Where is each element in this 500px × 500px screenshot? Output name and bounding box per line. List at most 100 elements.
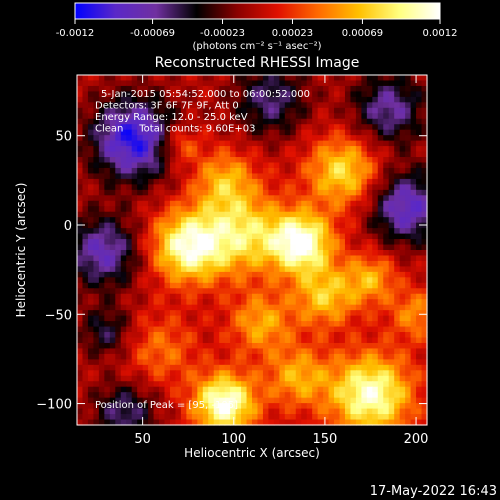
heatmap-cell bbox=[421, 244, 428, 251]
heatmap-cell bbox=[180, 91, 187, 98]
heatmap-cell bbox=[142, 403, 149, 410]
heatmap-cell bbox=[317, 288, 324, 295]
heatmap-cell bbox=[252, 195, 259, 202]
heatmap-cell bbox=[77, 162, 84, 169]
heatmap-cell bbox=[180, 332, 187, 339]
heatmap-cell bbox=[268, 353, 275, 360]
heatmap-cell bbox=[405, 135, 412, 142]
heatmap-cell bbox=[388, 364, 395, 371]
heatmap-cell bbox=[246, 135, 253, 142]
heatmap-cell bbox=[377, 381, 384, 388]
heatmap-cell bbox=[416, 211, 423, 218]
heatmap-cell bbox=[388, 239, 395, 246]
heatmap-cell bbox=[323, 293, 330, 300]
heatmap-cell bbox=[262, 392, 270, 399]
heatmap-cell bbox=[421, 233, 428, 240]
heatmap-cell bbox=[312, 381, 319, 388]
heatmap-cell bbox=[142, 157, 149, 164]
heatmap-cell bbox=[257, 75, 264, 82]
heatmap-cell bbox=[290, 140, 297, 147]
heatmap-cell bbox=[104, 353, 111, 360]
heatmap-cell bbox=[377, 255, 384, 262]
heatmap-cell bbox=[383, 293, 390, 300]
heatmap-cell bbox=[104, 364, 111, 371]
heatmap-cell bbox=[115, 217, 122, 224]
heatmap-cell bbox=[180, 321, 187, 328]
heatmap-cell bbox=[323, 167, 330, 175]
heatmap-cell bbox=[416, 321, 423, 328]
heatmap-cell bbox=[361, 173, 368, 180]
heatmap-cell bbox=[388, 211, 395, 218]
heatmap-cell bbox=[284, 397, 291, 404]
heatmap-cell bbox=[344, 167, 352, 175]
heatmap-cell bbox=[241, 178, 248, 185]
heatmap-cell bbox=[115, 304, 122, 311]
heatmap-cell bbox=[252, 370, 259, 377]
heatmap-cell bbox=[257, 348, 264, 355]
heatmap-cell bbox=[312, 162, 319, 169]
heatmap-cell bbox=[77, 304, 84, 311]
heatmap-cell bbox=[137, 353, 144, 360]
heatmap-cell bbox=[213, 151, 220, 158]
heatmap-cell bbox=[273, 146, 280, 153]
heatmap-cell bbox=[388, 348, 395, 355]
heatmap-cell bbox=[328, 200, 335, 207]
heatmap-cell bbox=[235, 277, 242, 284]
heatmap-cell bbox=[120, 113, 127, 120]
heatmap-cell bbox=[208, 288, 215, 295]
heatmap-cell bbox=[328, 375, 335, 382]
heatmap-cell bbox=[301, 304, 308, 311]
heatmap-cell bbox=[344, 381, 352, 388]
heatmap-cell bbox=[241, 211, 248, 218]
heatmap-cell bbox=[279, 342, 286, 350]
heatmap-cell bbox=[202, 200, 209, 207]
heatmap-cell bbox=[312, 217, 319, 224]
heatmap-cell bbox=[262, 195, 270, 202]
heatmap-cell bbox=[273, 381, 280, 388]
heatmap-cell bbox=[355, 80, 362, 87]
heatmap-cell bbox=[262, 419, 270, 426]
heatmap-cell bbox=[334, 332, 341, 339]
heatmap-cell bbox=[82, 206, 89, 213]
heatmap-cell bbox=[115, 96, 122, 103]
heatmap-cell bbox=[153, 266, 160, 273]
heatmap-cell bbox=[93, 288, 100, 295]
heatmap-cell bbox=[312, 392, 319, 399]
heatmap-cell bbox=[219, 244, 226, 251]
heatmap-cell bbox=[142, 288, 149, 295]
heatmap-cell bbox=[410, 370, 417, 377]
heatmap-cell bbox=[98, 299, 105, 306]
heatmap-cell bbox=[410, 260, 417, 268]
y-tick-label: 50 bbox=[55, 130, 72, 145]
heatmap-cell bbox=[169, 91, 177, 98]
heatmap-cell bbox=[334, 370, 341, 377]
heatmap-cell bbox=[208, 353, 215, 360]
heatmap-cell bbox=[366, 342, 373, 350]
heatmap-cell bbox=[213, 244, 220, 251]
heatmap-cell bbox=[164, 222, 171, 229]
heatmap-cell bbox=[219, 107, 226, 114]
heatmap-cell bbox=[421, 80, 428, 87]
heatmap-cell bbox=[126, 102, 133, 109]
heatmap-cell bbox=[169, 375, 177, 382]
heatmap-cell bbox=[153, 304, 160, 311]
heatmap-cell bbox=[312, 364, 319, 371]
heatmap-cell bbox=[377, 260, 384, 268]
heatmap-cell bbox=[191, 332, 198, 339]
heatmap-cell bbox=[306, 96, 313, 103]
heatmap-cell bbox=[180, 184, 187, 191]
heatmap-cell bbox=[82, 211, 89, 218]
heatmap-cell bbox=[180, 80, 187, 87]
heatmap-cell bbox=[410, 397, 417, 404]
heatmap-cell bbox=[224, 293, 231, 300]
heatmap-cell bbox=[394, 173, 401, 180]
heatmap-cell bbox=[120, 299, 127, 306]
heatmap-cell bbox=[126, 173, 133, 180]
heatmap-cell bbox=[372, 342, 379, 350]
heatmap-cell bbox=[115, 364, 122, 371]
heatmap-cell bbox=[175, 151, 182, 158]
heatmap-cell bbox=[377, 337, 384, 344]
heatmap-cell bbox=[208, 310, 215, 317]
heatmap-cell bbox=[350, 326, 357, 333]
heatmap-cell bbox=[410, 184, 417, 191]
